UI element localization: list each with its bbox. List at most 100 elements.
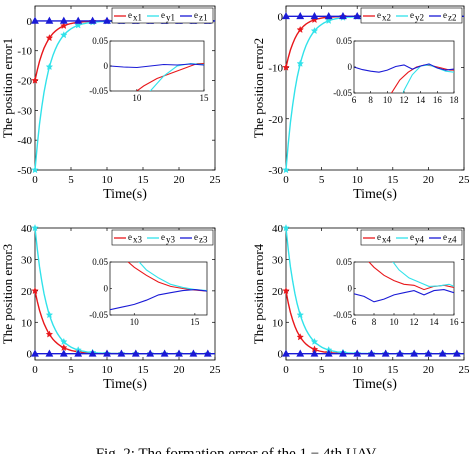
- data-point-ez3: [189, 349, 198, 357]
- data-point-ex1: [60, 21, 68, 30]
- x-tick-label: 0: [283, 364, 289, 376]
- inset-x-tick-label: 12: [400, 95, 409, 105]
- legend-subscript-ex4: x4: [382, 235, 392, 245]
- inset-series-z: [354, 289, 454, 303]
- legend-box: [360, 229, 463, 246]
- y-tick-label: 20: [272, 286, 284, 298]
- y-axis-label: The position error4: [251, 243, 266, 344]
- legend-subscript-ey4: y4: [415, 235, 425, 245]
- inset-y-tick-label: 0: [104, 284, 109, 294]
- y-tick-label: -20: [17, 76, 32, 88]
- data-point-ez4: [296, 349, 305, 357]
- legend-entry-ey2: e: [410, 10, 414, 20]
- data-point-ey1: [45, 62, 54, 71]
- y-tick-label: -40: [17, 135, 32, 147]
- data-point-ez3: [103, 349, 111, 357]
- y-tick-label: 0: [278, 349, 284, 361]
- inset-x-tick-label: 14: [430, 317, 440, 327]
- data-point-ey4: [310, 337, 319, 345]
- inset-zoom-3: 10 15 0.05 0 -0.05: [89, 257, 208, 327]
- y-tick-label: -30: [268, 165, 283, 177]
- data-point-ey2: [324, 16, 333, 24]
- data-point-ez3: [175, 349, 183, 357]
- data-point-ex1: [45, 34, 54, 42]
- legend-entry-ez2: e: [443, 10, 447, 20]
- inset-x-tick-label: 16: [433, 95, 443, 105]
- data-point-ey3: [60, 337, 68, 345]
- legend-subscript-ey1: y1: [166, 13, 175, 23]
- inset-x-tick-label: 14: [416, 95, 426, 105]
- y-tick-label: 0: [278, 11, 284, 23]
- data-point-ez3: [160, 349, 169, 357]
- data-point-ez3: [74, 349, 83, 357]
- legend-entry-ez4: e: [443, 232, 447, 242]
- inset-frame: [353, 261, 455, 316]
- inset-zoom-4: 6 8 10 12 14 16 0.05 0 -0.05: [333, 257, 460, 327]
- y-tick-label: 30: [272, 254, 284, 266]
- x-tick-label: 10: [352, 174, 364, 186]
- legend-subscript-ey3: y3: [166, 235, 176, 245]
- data-point-ez4: [396, 349, 404, 357]
- data-point-ez4: [339, 349, 347, 357]
- x-axis-label: Time(s): [353, 377, 397, 392]
- inset-series-y: [392, 262, 454, 287]
- data-point-ez1: [103, 16, 111, 24]
- data-point-ey3: [31, 224, 39, 232]
- figure-caption: Fig. 2: The formation error of the 1 − 4…: [96, 446, 379, 454]
- x-tick-label: 15: [387, 364, 399, 376]
- inset-y-tick-label: -0.05: [89, 310, 108, 320]
- data-point-ey2: [296, 59, 305, 67]
- inset-x-tick-label: 10: [383, 95, 393, 105]
- data-point-ex3: [31, 286, 39, 295]
- y-tick-label: -10: [17, 46, 32, 58]
- data-point-ez1: [74, 16, 83, 24]
- x-tick-label: 20: [174, 364, 186, 376]
- inset-y-tick-label: 0.05: [336, 257, 352, 267]
- x-tick-label: 20: [423, 174, 435, 186]
- inset-frame: [109, 40, 205, 92]
- data-point-ex3: [60, 343, 68, 351]
- x-tick-label: 10: [102, 174, 114, 186]
- data-point-ey1: [60, 31, 68, 39]
- subplot-4: 0 5 10 15 20 25 40 30 20 10 0 Time(s) The position e…: [251, 223, 470, 392]
- y-axis-label: The position error1: [0, 38, 15, 138]
- data-point-ez2: [310, 12, 319, 20]
- inset-zoom-1: 10 15 0.05 0 -0.05: [89, 36, 210, 103]
- inset-zoom-2: 6 8 10 12 14 16 18 0.05 0 -0.05: [333, 36, 460, 105]
- y-axis-label: The position error3: [0, 244, 15, 344]
- data-point-ez3: [45, 349, 54, 357]
- data-point-ey1: [74, 21, 82, 29]
- inset-x-tick-label: 15: [200, 93, 210, 103]
- inset-x-tick-label: 10: [132, 93, 142, 103]
- data-point-ez2: [339, 12, 347, 20]
- inset-y-tick-label: 0: [348, 284, 353, 294]
- data-point-ez1: [45, 16, 54, 24]
- data-point-ez4: [452, 349, 461, 357]
- inset-series-z: [354, 63, 454, 73]
- data-point-ez2: [296, 12, 305, 20]
- legend-box: [111, 7, 214, 24]
- y-tick-label: 20: [21, 286, 33, 298]
- data-point-ey4: [296, 310, 305, 319]
- inset-y-tick-label: 0.05: [92, 257, 108, 267]
- inset-x-tick-label: 8: [372, 317, 377, 327]
- data-point-ez4: [424, 349, 433, 357]
- inset-x-tick-label: 16: [450, 317, 460, 327]
- data-point-ex4: [296, 333, 305, 341]
- legend-entry-ex1: e: [128, 10, 132, 20]
- inset-series-z: [110, 63, 204, 69]
- legend-subscript-ez2: z2: [448, 13, 457, 23]
- inset-y-tick-label: 0: [104, 61, 109, 71]
- inset-x-tick-label: 18: [450, 95, 460, 105]
- x-tick-label: 0: [32, 174, 38, 186]
- y-tick-label: -50: [17, 165, 32, 177]
- data-point-ez2: [324, 12, 333, 20]
- y-tick-label: -30: [17, 105, 32, 117]
- x-axis-label: Time(s): [103, 377, 147, 392]
- legend-entry-ex4: e: [377, 232, 381, 242]
- data-point-ez4: [381, 349, 390, 357]
- inset-y-tick-label: 0: [348, 62, 353, 72]
- y-tick-label: -20: [268, 114, 283, 126]
- inset-y-tick-label: 0.05: [336, 36, 352, 46]
- data-point-ez1: [88, 16, 97, 24]
